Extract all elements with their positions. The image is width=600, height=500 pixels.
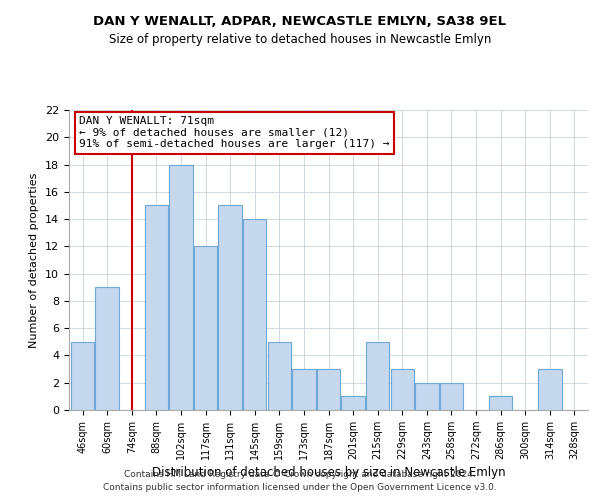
- Text: Size of property relative to detached houses in Newcastle Emlyn: Size of property relative to detached ho…: [109, 32, 491, 46]
- Bar: [292, 369, 316, 410]
- Bar: [538, 369, 562, 410]
- Text: DAN Y WENALLT, ADPAR, NEWCASTLE EMLYN, SA38 9EL: DAN Y WENALLT, ADPAR, NEWCASTLE EMLYN, S…: [94, 15, 506, 28]
- Bar: [366, 342, 389, 410]
- Bar: [218, 206, 242, 410]
- Text: Contains HM Land Registry data © Crown copyright and database right 2024.: Contains HM Land Registry data © Crown c…: [124, 470, 476, 479]
- Bar: [71, 342, 94, 410]
- Y-axis label: Number of detached properties: Number of detached properties: [29, 172, 40, 348]
- Bar: [317, 369, 340, 410]
- Bar: [194, 246, 217, 410]
- Bar: [145, 206, 168, 410]
- Bar: [268, 342, 291, 410]
- Text: Contains public sector information licensed under the Open Government Licence v3: Contains public sector information licen…: [103, 483, 497, 492]
- Bar: [489, 396, 512, 410]
- Text: DAN Y WENALLT: 71sqm
← 9% of detached houses are smaller (12)
91% of semi-detach: DAN Y WENALLT: 71sqm ← 9% of detached ho…: [79, 116, 390, 149]
- Bar: [341, 396, 365, 410]
- Bar: [95, 288, 119, 410]
- Bar: [243, 219, 266, 410]
- Bar: [391, 369, 414, 410]
- Bar: [169, 164, 193, 410]
- Bar: [415, 382, 439, 410]
- Bar: [440, 382, 463, 410]
- X-axis label: Distribution of detached houses by size in Newcastle Emlyn: Distribution of detached houses by size …: [152, 466, 505, 479]
